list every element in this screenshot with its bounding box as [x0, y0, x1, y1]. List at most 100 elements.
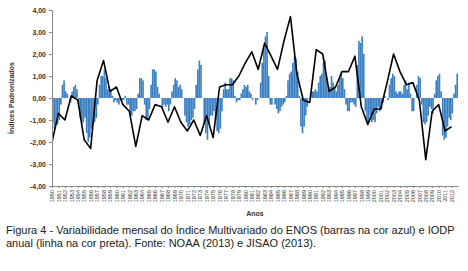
- x-tick: 2008: [423, 186, 429, 202]
- x-tick-mark: [342, 186, 343, 188]
- x-tick: 1987: [288, 186, 294, 202]
- x-tick-label: 1953: [69, 190, 75, 202]
- x-tick-mark: [97, 186, 98, 188]
- bar: [337, 85, 339, 98]
- y-axis-line: [52, 11, 53, 187]
- x-tick-label: 1993: [326, 190, 332, 202]
- x-tick: 1950: [49, 186, 55, 202]
- x-tick-label: 1958: [101, 190, 107, 202]
- x-tick: 1961: [120, 186, 126, 202]
- x-tick-label: 1999: [365, 190, 371, 202]
- bar: [210, 98, 212, 116]
- y-tick-mark: [49, 186, 52, 187]
- bar: [173, 85, 175, 98]
- x-tick-mark: [374, 186, 375, 188]
- x-tick-label: 1985: [275, 190, 281, 202]
- bar: [319, 76, 321, 98]
- bar: [223, 89, 225, 98]
- bar: [133, 98, 135, 111]
- bar: [316, 91, 318, 98]
- x-tick: 2006: [410, 186, 416, 202]
- y-tick-label: 3,00: [32, 29, 46, 37]
- y-tick: -3,00: [30, 161, 52, 169]
- bar: [195, 85, 197, 98]
- bar: [253, 98, 255, 99]
- x-tick-mark: [303, 186, 304, 188]
- bar: [313, 91, 315, 98]
- bar: [181, 89, 183, 98]
- bar: [152, 69, 154, 98]
- bar: [112, 96, 114, 98]
- x-tick-label: 1970: [178, 190, 184, 202]
- x-tick-mark: [207, 186, 208, 188]
- x-tick-label: 1990: [307, 190, 313, 202]
- x-tick: 1955: [81, 186, 87, 202]
- x-tick-label: 2004: [397, 190, 403, 202]
- x-tick: 1984: [268, 186, 274, 202]
- bar: [276, 98, 278, 109]
- x-tick: 1959: [107, 186, 113, 202]
- bar: [315, 89, 317, 98]
- bar: [247, 85, 249, 98]
- bar: [365, 98, 367, 111]
- bar: [281, 98, 283, 107]
- bar: [136, 98, 138, 109]
- bar: [226, 89, 228, 98]
- bar: [179, 85, 181, 98]
- x-tick-label: 2010: [436, 190, 442, 202]
- x-tick: 1994: [333, 186, 339, 202]
- x-tick-label: 2001: [378, 190, 384, 202]
- bar: [102, 76, 104, 98]
- bar: [429, 98, 431, 107]
- bar: [168, 98, 170, 111]
- x-tick-label: 1987: [288, 190, 294, 202]
- x-tick-mark: [162, 186, 163, 188]
- x-tick-mark: [452, 186, 453, 188]
- x-tick-label: 1988: [294, 190, 300, 202]
- x-tick: 1986: [281, 186, 287, 202]
- x-tick: 1972: [191, 186, 197, 202]
- x-tick: 1980: [243, 186, 249, 202]
- bar: [145, 98, 147, 120]
- x-tick: 1964: [139, 186, 145, 202]
- bar: [348, 98, 350, 111]
- bar: [212, 98, 214, 116]
- bar: [423, 98, 425, 122]
- x-tick-mark: [194, 186, 195, 188]
- x-tick-mark: [406, 186, 407, 188]
- x-tick: 1953: [69, 186, 75, 202]
- x-tick: 2007: [417, 186, 423, 202]
- bar: [377, 98, 379, 107]
- bar: [278, 98, 280, 113]
- x-tick-label: 2002: [384, 190, 390, 202]
- y-tick-label: 4,00: [32, 7, 46, 15]
- bar: [99, 85, 101, 98]
- x-tick-mark: [78, 186, 79, 188]
- y-tick: 2,00: [32, 51, 52, 59]
- bar: [440, 91, 442, 98]
- x-tick: 2002: [384, 186, 390, 202]
- x-tick-mark: [394, 186, 395, 188]
- bar: [125, 96, 127, 98]
- x-tick-label: 1997: [352, 190, 358, 202]
- x-tick-label: 1995: [339, 190, 345, 202]
- x-tick-mark: [329, 186, 330, 188]
- bar: [83, 98, 85, 122]
- x-tick-label: 2012: [449, 190, 455, 202]
- bar: [160, 98, 162, 99]
- bar: [447, 98, 449, 127]
- bar: [274, 98, 276, 105]
- bars: [52, 32, 458, 142]
- x-tick-mark: [123, 186, 124, 188]
- bar: [431, 98, 433, 109]
- bar: [424, 98, 426, 124]
- x-tick-mark: [432, 186, 433, 188]
- bar: [58, 98, 60, 120]
- bar: [287, 80, 289, 98]
- bar: [339, 78, 341, 98]
- bar: [361, 36, 363, 98]
- bar: [394, 76, 396, 98]
- y-tick-label: 2,00: [32, 51, 46, 59]
- bar: [91, 98, 93, 129]
- bar: [60, 98, 62, 105]
